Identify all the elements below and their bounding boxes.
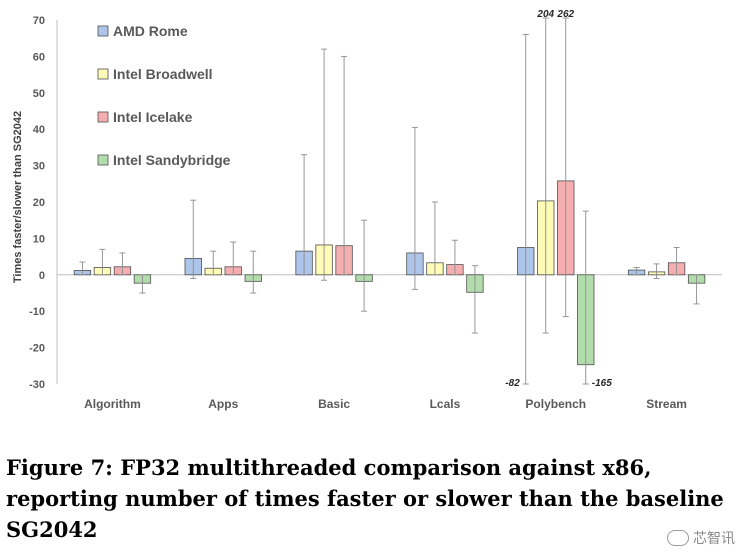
x-tick-label: Apps [208,397,238,411]
y-tick-label: 20 [33,197,45,209]
legend-swatch [97,68,109,80]
x-tick-label: Polybench [525,397,586,411]
y-tick-label: -10 [29,306,45,318]
annotation-label: -82 [505,378,520,389]
legend-swatch [97,25,109,37]
legend-swatch [97,111,109,123]
y-tick-label: 50 [33,88,45,100]
x-tick-label: Lcals [430,397,461,411]
x-tick-label: Basic [318,397,350,411]
legend-label: Intel Sandybridge [113,152,231,168]
y-tick-label: 0 [39,270,45,282]
legend-swatch [97,154,109,166]
figure-caption: Figure 7: FP32 multithreaded comparison … [6,455,724,542]
y-tick-label: 30 [33,161,45,173]
x-tick-label: Stream [646,397,687,411]
watermark-text: 芯智讯 [693,531,735,547]
x-tick-label: Algorithm [84,397,141,411]
annotation-label: -165 [592,378,612,389]
y-tick-label: 10 [33,233,45,245]
legend-label: Intel Icelake [113,109,193,125]
bar-chart: -30 -20 -10 0 10 20 30 40 50 60 70 Times faster/slo… [12,9,722,411]
legend-label: AMD Rome [113,23,188,39]
annotation-label: 204 [536,9,554,20]
annotation-label: 262 [556,9,574,20]
y-tick-label: 40 [33,124,45,136]
watermark: 芯智讯 [667,528,735,548]
legend-label: Intel Broadwell [113,66,213,82]
y-tick-label: -30 [29,379,45,391]
wechat-icon [667,530,689,546]
y-axis-label: Times faster/slower than SG2042 [12,111,24,283]
y-tick-label: 70 [33,15,45,27]
y-tick-label: 60 [33,51,45,63]
y-tick-label: -20 [29,343,45,355]
